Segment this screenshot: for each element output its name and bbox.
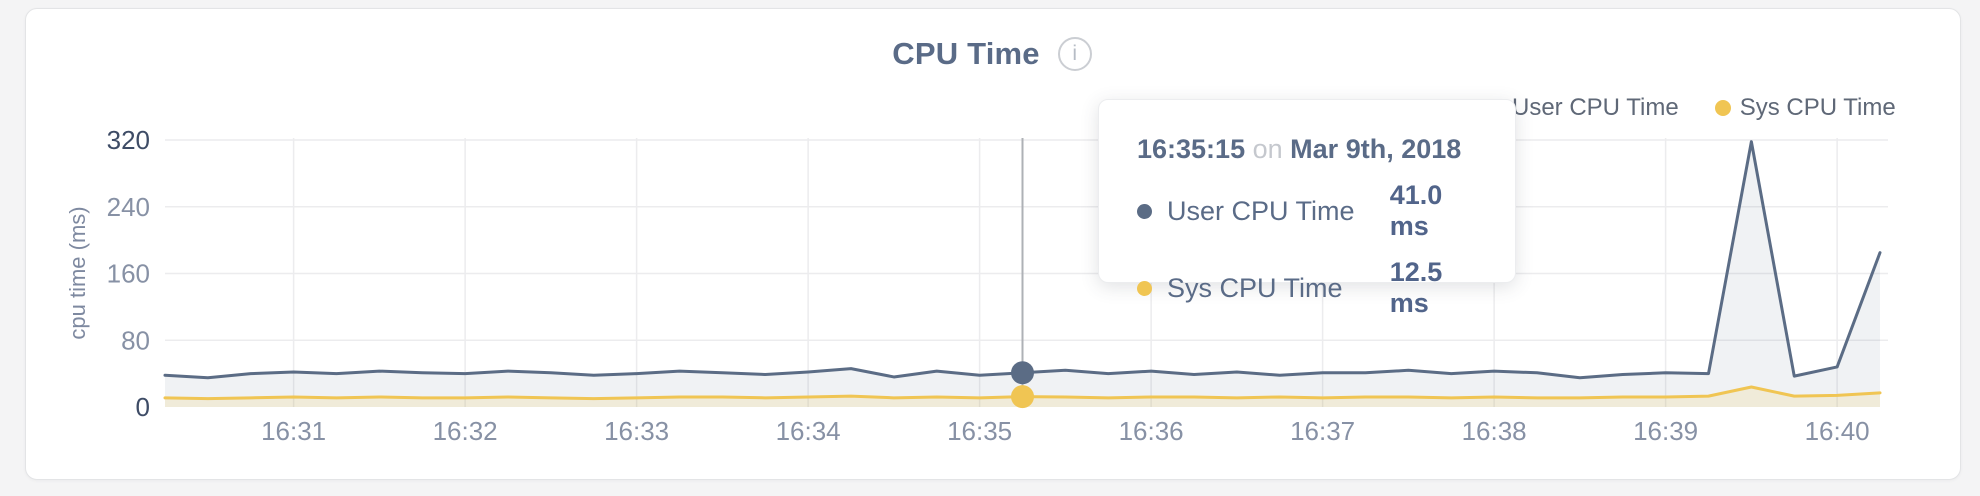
tooltip-series-value: 12.5 ms bbox=[1389, 257, 1443, 318]
svg-text:160: 160 bbox=[107, 259, 150, 289]
tooltip-row-sys: Sys CPU Time 12.5 ms bbox=[1137, 257, 1485, 319]
tooltip-connector: on bbox=[1252, 134, 1283, 164]
svg-text:16:37: 16:37 bbox=[1290, 416, 1355, 446]
sys-hover-dot-icon bbox=[1011, 385, 1034, 409]
svg-text:80: 80 bbox=[121, 325, 150, 355]
legend-label: User CPU Time bbox=[1512, 94, 1679, 121]
svg-text:16:31: 16:31 bbox=[261, 416, 326, 446]
svg-text:16:40: 16:40 bbox=[1805, 416, 1870, 446]
hover-crosshair bbox=[1011, 138, 1034, 409]
horizontal-gridlines bbox=[165, 139, 1888, 341]
svg-text:16:36: 16:36 bbox=[1119, 416, 1184, 446]
user-cpu-area bbox=[165, 141, 1880, 407]
user-hover-dot-icon bbox=[1011, 361, 1034, 385]
svg-text:16:34: 16:34 bbox=[776, 416, 841, 446]
tooltip-series-label: Sys CPU Time bbox=[1167, 272, 1343, 303]
svg-text:16:35: 16:35 bbox=[947, 416, 1012, 446]
chart-legend: User CPU Time Sys CPU Time bbox=[1487, 94, 1896, 122]
chart-header: CPU Time i bbox=[25, 32, 1959, 76]
y-axis-title: cpu time (ms) bbox=[65, 206, 90, 339]
sys-series-dot-icon bbox=[1137, 280, 1152, 296]
y-axis-tick-labels: 0 80 160 240 320 bbox=[107, 125, 150, 422]
svg-text:0: 0 bbox=[136, 392, 150, 422]
tooltip-time: 16:35:15 bbox=[1137, 134, 1246, 164]
chart-title: CPU Time bbox=[892, 36, 1040, 71]
svg-text:16:39: 16:39 bbox=[1633, 416, 1698, 446]
sys-series-dot-icon bbox=[1714, 100, 1731, 116]
svg-text:16:32: 16:32 bbox=[433, 416, 498, 446]
tooltip-header: 16:35:15 on Mar 9th, 2018 bbox=[1137, 134, 1485, 165]
legend-label: Sys CPU Time bbox=[1739, 94, 1896, 121]
svg-text:240: 240 bbox=[107, 192, 150, 222]
svg-text:16:38: 16:38 bbox=[1462, 416, 1527, 446]
legend-item-sys-cpu-time[interactable]: Sys CPU Time bbox=[1714, 94, 1896, 122]
tooltip-series-value: 41.0 ms bbox=[1389, 180, 1443, 241]
svg-text:320: 320 bbox=[107, 125, 150, 155]
tooltip-date: Mar 9th, 2018 bbox=[1290, 134, 1462, 164]
svg-text:16:33: 16:33 bbox=[604, 416, 669, 446]
tooltip-row-user: User CPU Time 41.0 ms bbox=[1137, 180, 1485, 242]
info-icon[interactable]: i bbox=[1057, 37, 1092, 71]
cpu-time-card bbox=[25, 8, 1961, 480]
chart-tooltip: 16:35:15 on Mar 9th, 2018 User CPU Time … bbox=[1098, 99, 1516, 318]
x-axis-tick-labels: 16:31 16:32 16:33 16:34 16:35 16:36 16:37 16:38… bbox=[261, 416, 1870, 446]
vertical-gridlines bbox=[292, 138, 1838, 407]
tooltip-series-label: User CPU Time bbox=[1167, 195, 1355, 226]
user-series-dot-icon bbox=[1137, 203, 1152, 219]
